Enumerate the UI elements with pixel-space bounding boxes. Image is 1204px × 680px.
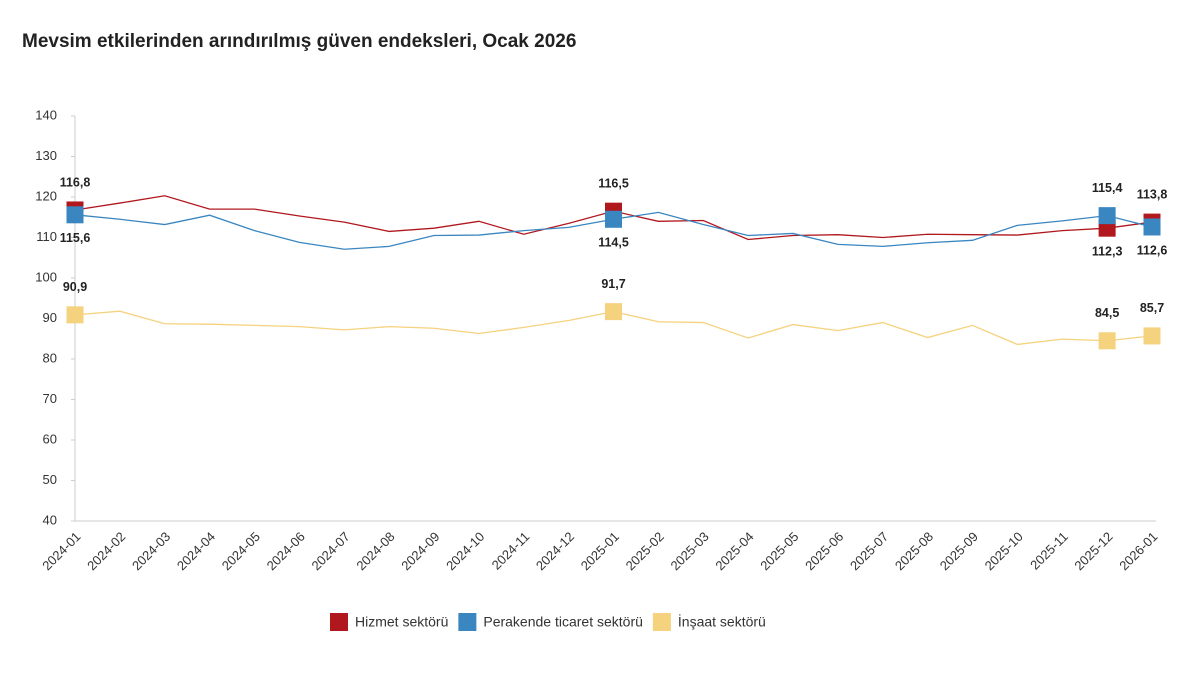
point-marker <box>66 306 84 324</box>
y-tick-label: 60 <box>43 431 57 446</box>
x-tick-label: 2025-12 <box>1071 529 1115 573</box>
x-tick-label: 2025-07 <box>847 529 891 573</box>
y-tick-label: 140 <box>35 107 57 122</box>
y-tick-label: 70 <box>43 391 57 406</box>
y-tick-label: 40 <box>43 512 57 527</box>
y-tick-label: 110 <box>36 229 57 244</box>
data-label: 115,4 <box>1092 181 1123 195</box>
x-tick-label: 2025-09 <box>937 529 981 573</box>
data-label: 113,8 <box>1137 187 1168 201</box>
data-label: 112,3 <box>1092 244 1123 258</box>
data-label: 91,7 <box>601 277 625 291</box>
x-tick-label: 2024-03 <box>129 529 173 573</box>
legend-label: İnşaat sektörü <box>678 613 766 630</box>
point-marker <box>1143 327 1161 345</box>
y-tick-label: 90 <box>43 310 57 325</box>
x-tick-label: 2025-11 <box>1027 529 1071 573</box>
x-tick-label: 2025-01 <box>578 529 622 573</box>
x-tick-label: 2024-09 <box>398 529 442 573</box>
y-tick-label: 80 <box>43 350 57 365</box>
x-tick-label: 2024-04 <box>174 529 218 573</box>
y-tick-label: 50 <box>43 472 57 487</box>
data-label: 114,5 <box>598 236 629 250</box>
x-tick-label: 2024-11 <box>489 529 533 573</box>
point-marker <box>66 206 84 224</box>
x-tick-label: 2024-01 <box>39 529 83 573</box>
point-marker <box>1143 218 1161 236</box>
legend-label: Hizmet sektörü <box>355 614 448 630</box>
data-label: 85,7 <box>1140 301 1164 315</box>
x-tick-label: 2024-08 <box>353 529 397 573</box>
y-tick-label: 100 <box>35 269 57 284</box>
point-marker <box>1098 332 1116 350</box>
y-tick-label: 130 <box>35 148 57 163</box>
data-label: 90,9 <box>63 280 87 294</box>
x-tick-label: 2025-04 <box>712 529 756 573</box>
data-label: 116,5 <box>598 176 629 190</box>
x-tick-label: 2024-05 <box>219 529 263 573</box>
x-tick-label: 2024-06 <box>264 529 308 573</box>
x-tick-label: 2024-07 <box>308 529 352 573</box>
x-tick-label: 2025-02 <box>623 529 667 573</box>
point-marker <box>605 303 622 321</box>
data-label: 84,5 <box>1095 306 1119 320</box>
data-label: 112,6 <box>1137 243 1168 257</box>
point-marker <box>1098 207 1116 225</box>
x-tick-label: 2024-10 <box>443 529 487 573</box>
x-tick-label: 2025-05 <box>757 529 801 573</box>
y-tick-label: 120 <box>35 188 57 203</box>
legend-swatch <box>652 613 671 631</box>
legend-label: Perakende ticaret sektörü <box>483 614 643 630</box>
x-tick-label: 2024-12 <box>533 529 577 573</box>
chart-title: Mevsim etkilerinden arındırılmış güven e… <box>22 31 576 52</box>
legend-swatch <box>458 613 477 631</box>
legend: Hizmet sektörü Perakende ticaret sektörü İ… <box>330 613 766 631</box>
data-label: 116,8 <box>60 175 91 189</box>
legend-swatch <box>330 613 348 631</box>
x-tick-label: 2025-08 <box>892 529 936 573</box>
x-tick-label: 2026-01 <box>1116 529 1160 573</box>
data-label: 115,6 <box>60 231 91 245</box>
x-tick-label: 2025-06 <box>802 529 846 573</box>
x-tick-label: 2024-02 <box>84 529 128 573</box>
point-marker <box>605 210 622 228</box>
x-tick-label: 2025-10 <box>982 529 1026 573</box>
x-tick-label: 2025-03 <box>667 529 711 573</box>
